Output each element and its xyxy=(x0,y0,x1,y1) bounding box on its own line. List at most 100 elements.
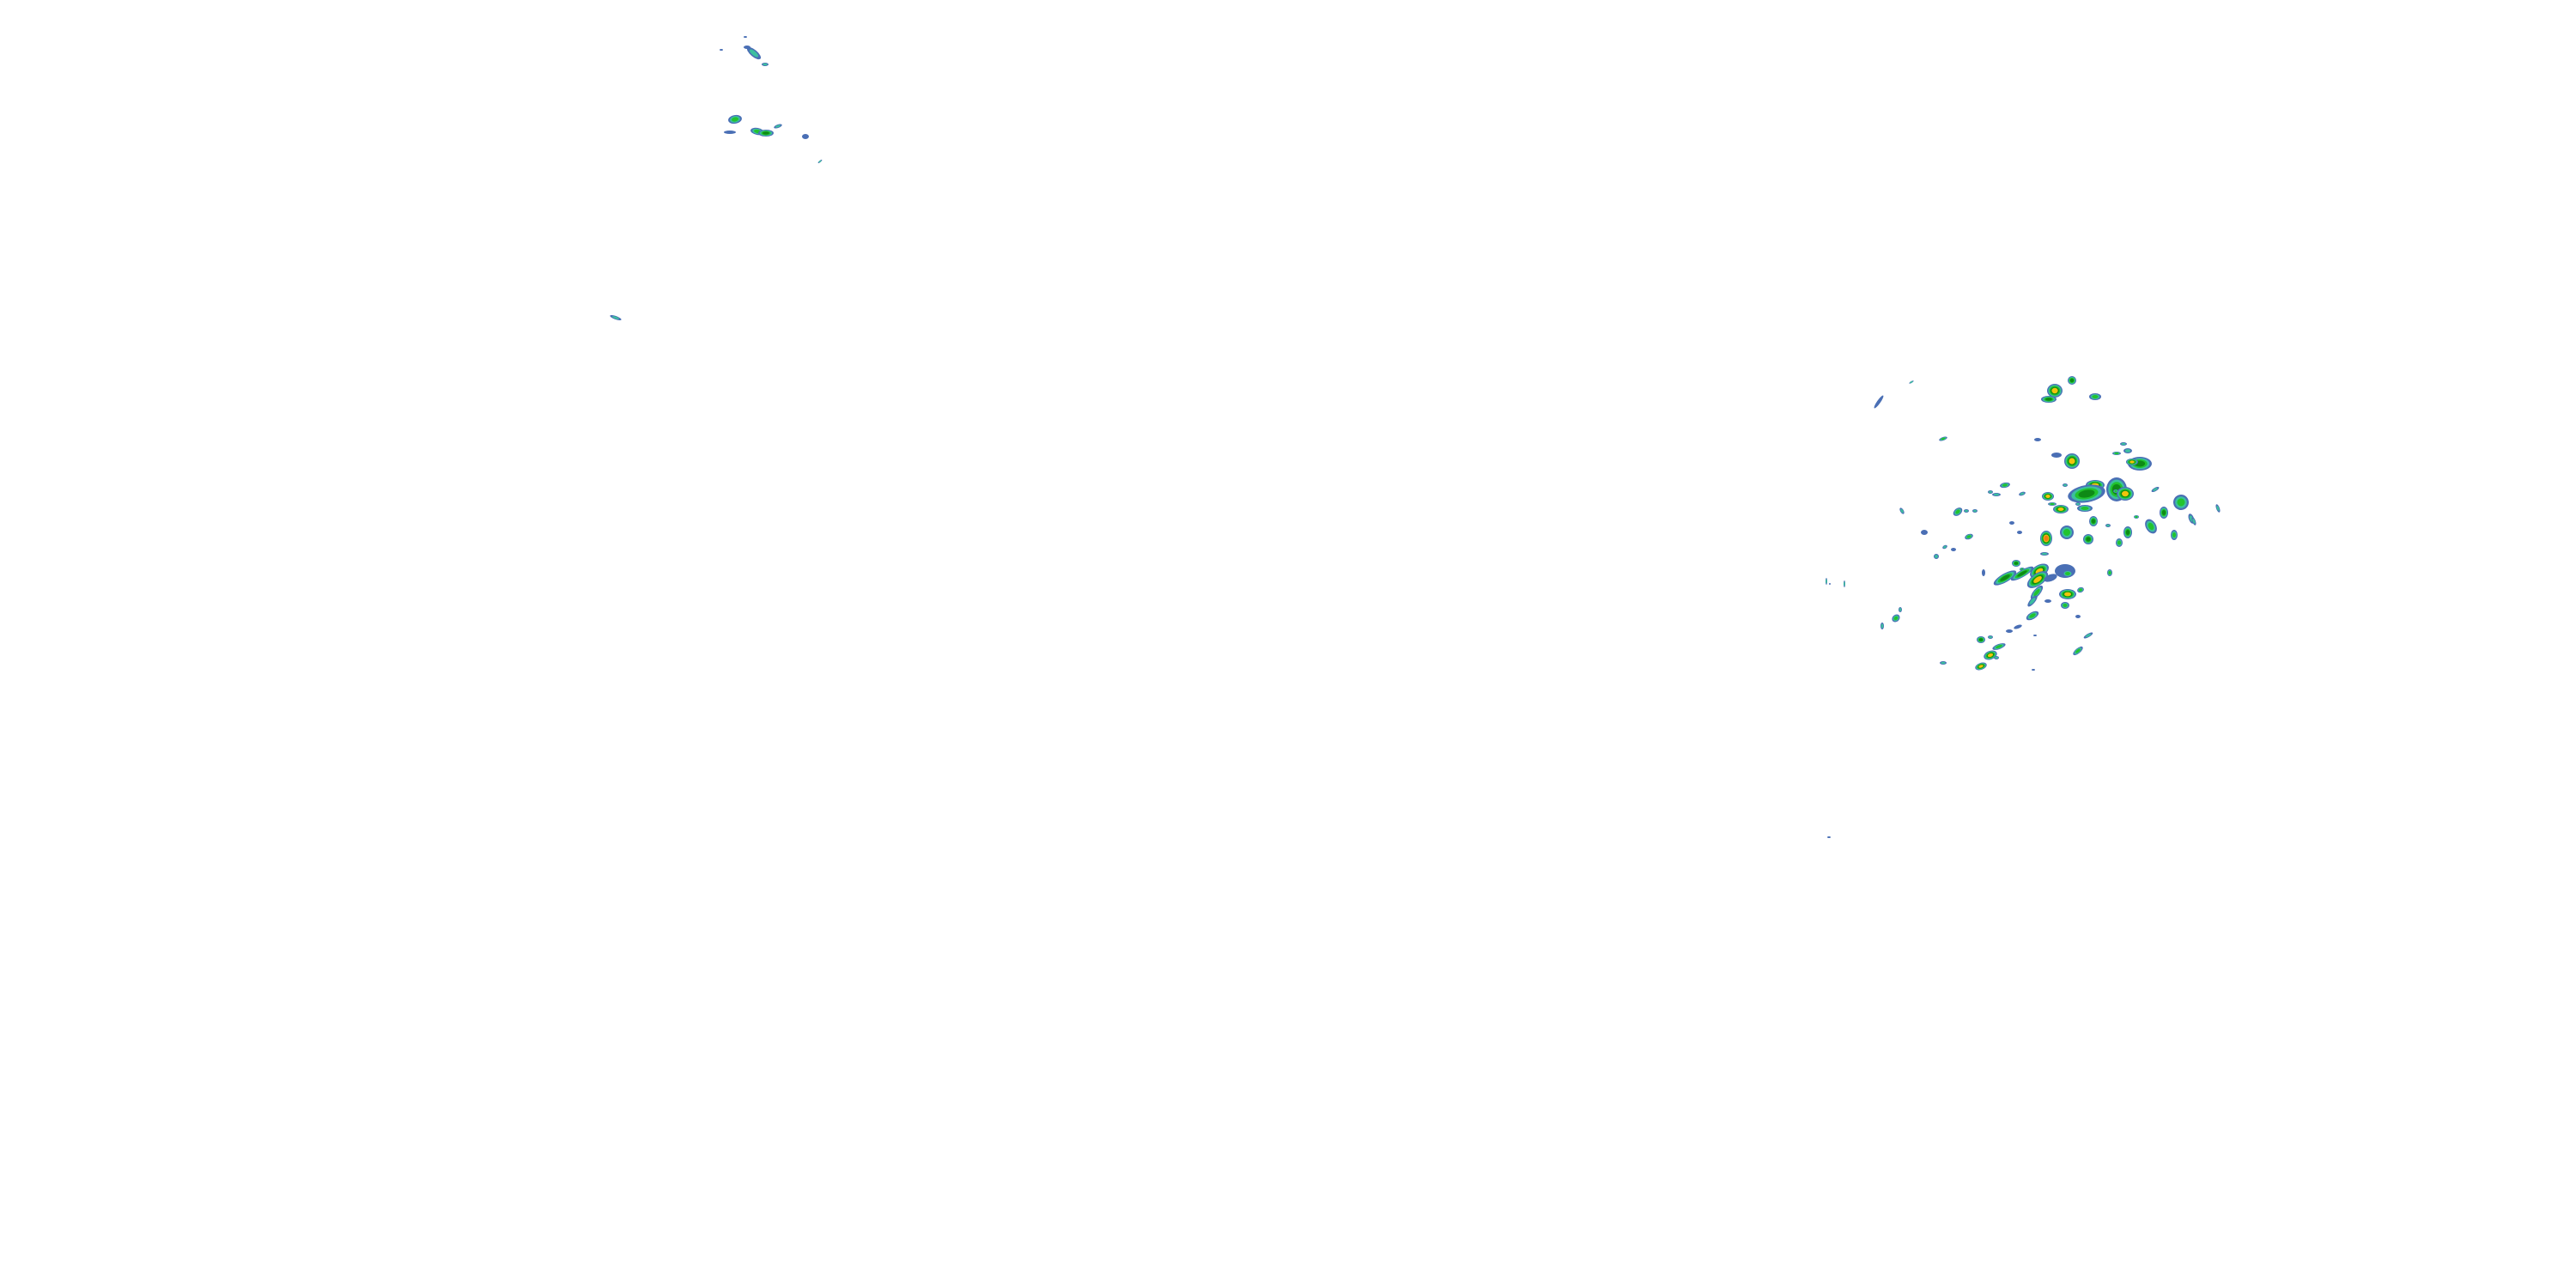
radar-echo xyxy=(2105,524,2111,527)
radar-echo xyxy=(2041,396,2057,403)
echo-intensity-band xyxy=(2029,597,2036,605)
echo-intensity-band xyxy=(2032,669,2035,671)
radar-echo xyxy=(2068,376,2076,385)
echo-intensity-band xyxy=(611,316,620,319)
radar-echo xyxy=(2053,505,2069,513)
radar-echo xyxy=(1874,395,1884,409)
echo-intensity-band xyxy=(1941,437,1946,440)
radar-echo xyxy=(1993,570,2017,586)
echo-intensity-band xyxy=(1995,656,1998,659)
radar-echo xyxy=(1826,578,1827,585)
radar-echo xyxy=(762,63,769,66)
echo-intensity-band xyxy=(2064,592,2071,597)
radar-echo xyxy=(2012,560,2020,567)
radar-echo xyxy=(2006,629,2013,633)
echo-intensity-band xyxy=(2017,570,2027,577)
echo-intensity-band xyxy=(2121,442,2126,446)
radar-echo xyxy=(2009,521,2014,525)
echo-intensity-band xyxy=(2044,574,2057,582)
echo-intensity-band xyxy=(2020,492,2025,495)
radar-echo xyxy=(2075,615,2081,618)
echo-intensity-band xyxy=(1965,509,1968,513)
echo-intensity-band xyxy=(2051,387,2058,394)
echo-intensity-band xyxy=(2041,552,2048,556)
radar-echo xyxy=(802,134,809,139)
echo-intensity-band xyxy=(2085,633,2092,638)
radar-echo xyxy=(2107,569,2112,576)
echo-intensity-band xyxy=(2051,453,2062,458)
radar-echo xyxy=(1972,509,1978,513)
echo-intensity-band xyxy=(1941,661,1946,665)
radar-echo xyxy=(774,124,782,129)
echo-intensity-band xyxy=(1951,548,1956,551)
echo-intensity-band xyxy=(1943,545,1947,549)
radar-echo xyxy=(1992,643,2006,650)
echo-intensity-band xyxy=(2086,537,2091,542)
echo-intensity-band xyxy=(2050,503,2055,505)
echo-intensity-band xyxy=(2076,502,2080,506)
echo-intensity-band xyxy=(2009,521,2014,525)
echo-intensity-band xyxy=(2148,522,2154,531)
echo-intensity-band xyxy=(744,46,750,49)
radar-echo xyxy=(1975,662,1987,671)
echo-intensity-band xyxy=(2153,488,2158,491)
radar-echo xyxy=(2030,585,2044,600)
radar-echo xyxy=(2064,453,2080,469)
radar-echo xyxy=(2089,393,2101,400)
echo-intensity-band xyxy=(2029,613,2036,618)
echo-intensity-band xyxy=(2065,572,2070,575)
echo-intensity-band xyxy=(2124,449,2131,453)
radar-echo xyxy=(1977,636,1985,643)
radar-echo xyxy=(744,46,750,49)
echo-intensity-band xyxy=(1900,508,1904,513)
echo-intensity-band xyxy=(1955,509,1960,514)
radar-echo xyxy=(2134,515,2139,519)
echo-intensity-band xyxy=(2079,588,2082,592)
radar-echo xyxy=(2032,669,2035,671)
echo-intensity-band xyxy=(2114,490,2117,492)
echo-intensity-band xyxy=(2044,599,2051,603)
radar-echo xyxy=(1988,635,1993,639)
radar-echo xyxy=(728,114,742,125)
echo-intensity-band xyxy=(2014,562,2019,565)
echo-intensity-band xyxy=(1893,616,1899,621)
echo-intensity-band xyxy=(2033,588,2040,597)
echo-intensity-band xyxy=(1978,638,1984,641)
echo-intensity-band xyxy=(2014,624,2022,629)
radar-echo xyxy=(2060,526,2074,539)
radar-echo xyxy=(2089,516,2098,526)
radar-echo xyxy=(2077,505,2093,512)
echo-intensity-band xyxy=(1899,608,1902,611)
radar-echo xyxy=(1899,507,1905,514)
radar-echo xyxy=(1994,656,1999,659)
radar-echo xyxy=(2173,495,2189,510)
radar-echo xyxy=(2191,517,2196,526)
echo-intensity-band xyxy=(1829,583,1831,585)
echo-intensity-band xyxy=(1921,530,1928,535)
echo-intensity-band xyxy=(762,131,769,135)
echo-intensity-band xyxy=(2114,453,2119,454)
radar-echo xyxy=(2171,530,2178,540)
echo-intensity-band xyxy=(818,160,822,163)
radar-echo xyxy=(746,46,762,60)
echo-intensity-band xyxy=(2092,395,2099,398)
radar-echo xyxy=(2083,534,2093,544)
echo-intensity-band xyxy=(724,131,736,134)
echo-intensity-band xyxy=(720,49,723,51)
echo-intensity-band xyxy=(1989,635,1992,639)
echo-intensity-band xyxy=(2135,516,2138,518)
radar-echo xyxy=(1940,661,1947,665)
radar-echo xyxy=(1942,544,1947,550)
radar-echo xyxy=(2034,438,2041,441)
radar-echo xyxy=(1965,533,1973,540)
radar-echo xyxy=(2123,526,2132,538)
echo-intensity-band xyxy=(2125,529,2130,536)
radar-echo xyxy=(2123,448,2132,453)
echo-intensity-band xyxy=(2122,490,2129,497)
radar-echo xyxy=(1909,380,1914,384)
radar-echo xyxy=(2068,484,2105,503)
echo-intensity-band xyxy=(2045,398,2052,401)
echo-intensity-band xyxy=(802,134,809,139)
radar-echo xyxy=(2026,571,2049,588)
radar-echo xyxy=(2145,519,2157,534)
